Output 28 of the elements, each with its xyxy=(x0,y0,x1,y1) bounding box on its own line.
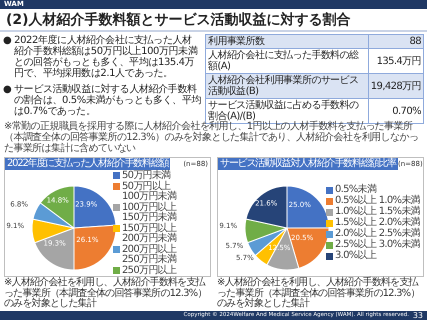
legend-label: 200万円以上 250万円未満 xyxy=(122,244,176,264)
text: ※人材紹介会社を利用し、人材紹介手数料を支払った事業所（本調査全体の回答事業所の12.3%）のみを対象とした集計 xyxy=(217,277,421,310)
legend-label: 50万円未満 xyxy=(122,170,171,180)
chart-title: サービス活動収益対人材紹介手数料総額比率 xyxy=(218,158,398,170)
legend-label: 2.0%以上 2.5%未満 xyxy=(335,228,420,239)
text: 19,428万円 xyxy=(368,74,424,98)
legend-label: 1.5%以上 2.0%未満 xyxy=(335,217,420,228)
legend-label: 3.0%以上 xyxy=(335,250,376,261)
legend-label: 150万円以上 200万円未満 xyxy=(122,222,176,244)
text: 人材紹介会社に支払った手数料の総額(A) xyxy=(206,48,368,74)
text: ● サービス活動収益に対する人材紹介手数料の割合は、0.5%未満がもっとも多く、平均は0.7%であった。 xyxy=(3,84,202,117)
text: 利用事業所数 xyxy=(206,34,368,48)
legend-label: 0.5%以上 1.0%未満 xyxy=(335,195,420,206)
chart-title: 2022年度に支払った人材紹介手数料総額 xyxy=(5,158,170,170)
text: 88 xyxy=(368,34,424,48)
legend-label: 2.5%以上 3.0%未満 xyxy=(335,239,420,250)
legend-label: 100万円以上 150万円未満 xyxy=(122,202,176,222)
legend-label: 1.0%以上 1.5%未満 xyxy=(335,206,420,217)
text: ※人材紹介会社を利用し、人材紹介手数料を支払った事業所（本調査全体の回答事業所の12.3%）のみを対象とした集計 xyxy=(4,277,208,310)
legend-label: 50万円以上 100万円未満 xyxy=(122,180,176,202)
legend-label: 0.5%未満 xyxy=(335,184,376,195)
text: 33 xyxy=(412,311,423,320)
text: (2)人材紹介手数料額とサービス活動収益に対する割合 xyxy=(6,11,351,29)
text: 人材紹介会社利用事業所のサービス活動収益(B) xyxy=(206,74,368,98)
text: 0.70% xyxy=(392,106,421,116)
text: 135.4万円 xyxy=(368,48,424,74)
text: ● 2022年度に人材紹介会社に支払った人材紹介手数料総額は50万円以上100万円未満との回答がもっとも多く、平均は135.4万円で、平均採用数は2.1人であった。 xyxy=(3,35,198,79)
legend-label: 250万円以上 xyxy=(122,264,176,276)
